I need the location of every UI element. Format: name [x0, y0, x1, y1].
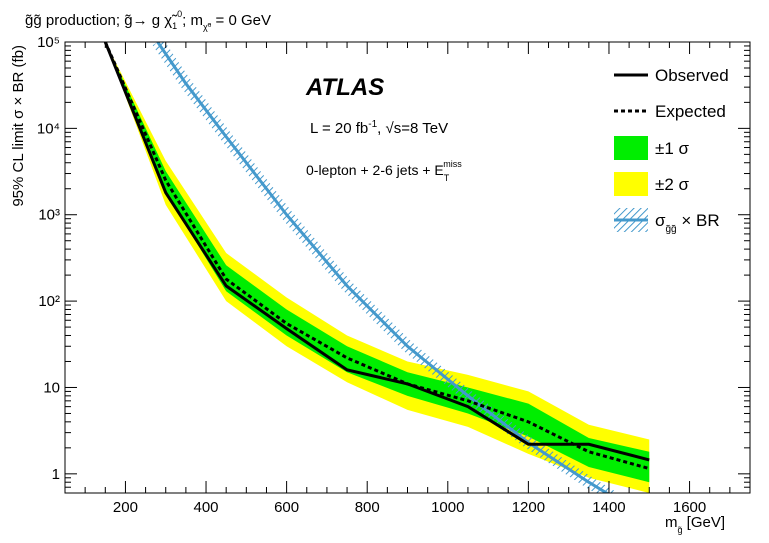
x-tick-label: 600 — [274, 499, 299, 516]
x-tick-label: 1600 — [673, 499, 706, 516]
legend-band2-label: ±2 σ — [655, 175, 690, 194]
y-tick-label: 10 — [43, 379, 60, 396]
axes-layer: 200 400 600 800 1000 1200 1400 1600 1 10 10² 10³ 10⁴… — [37, 34, 750, 516]
legend: Observed Expected ±1 σ ±2 σ σg̃g̃ × BR — [614, 66, 729, 235]
lines-layer — [103, 42, 650, 493]
x-tick-label: 400 — [194, 499, 219, 516]
chart-title: g̃g̃ production; g̃→ g χ̃10; mχ̃⁰ = 0 Ge… — [25, 9, 271, 32]
x-tick-label: 200 — [113, 499, 138, 516]
legend-xsec-label: σg̃g̃ × BR — [655, 211, 720, 235]
xsec-line — [156, 42, 610, 493]
observed-line — [103, 42, 650, 462]
x-tick-label: 1400 — [592, 499, 625, 516]
legend-expected-label: Expected — [655, 102, 726, 121]
x-tick-label: 800 — [355, 499, 380, 516]
y-tick-label: 10² — [38, 293, 60, 310]
legend-observed-label: Observed — [655, 66, 729, 85]
y-tick-label: 10⁵ — [37, 34, 60, 51]
bands-layer — [105, 42, 650, 493]
legend-band2-swatch — [614, 172, 648, 196]
expected-line — [103, 42, 650, 471]
y-axis-label: 95% CL limit σ × BR (fb) — [10, 45, 27, 207]
y-tick-label: 10³ — [38, 207, 60, 224]
y-tick-label: 10⁴ — [37, 120, 60, 137]
atlas-label: ATLAS — [305, 74, 384, 101]
x-tick-label: 1000 — [431, 499, 464, 516]
band-2sigma — [105, 42, 650, 493]
y-tick-label: 1 — [52, 466, 60, 483]
legend-band1-label: ±1 σ — [655, 139, 690, 158]
lumi-label: L = 20 fb-1, √s=8 TeV — [310, 119, 448, 137]
plot-frame — [64, 41, 751, 494]
x-axis-label: mg̃ [GeV] — [665, 514, 725, 535]
selection-label: 0-lepton + 2-6 jets + ETmiss — [306, 159, 462, 183]
x-tick-label: 1200 — [512, 499, 545, 516]
legend-band1-swatch — [614, 136, 648, 160]
